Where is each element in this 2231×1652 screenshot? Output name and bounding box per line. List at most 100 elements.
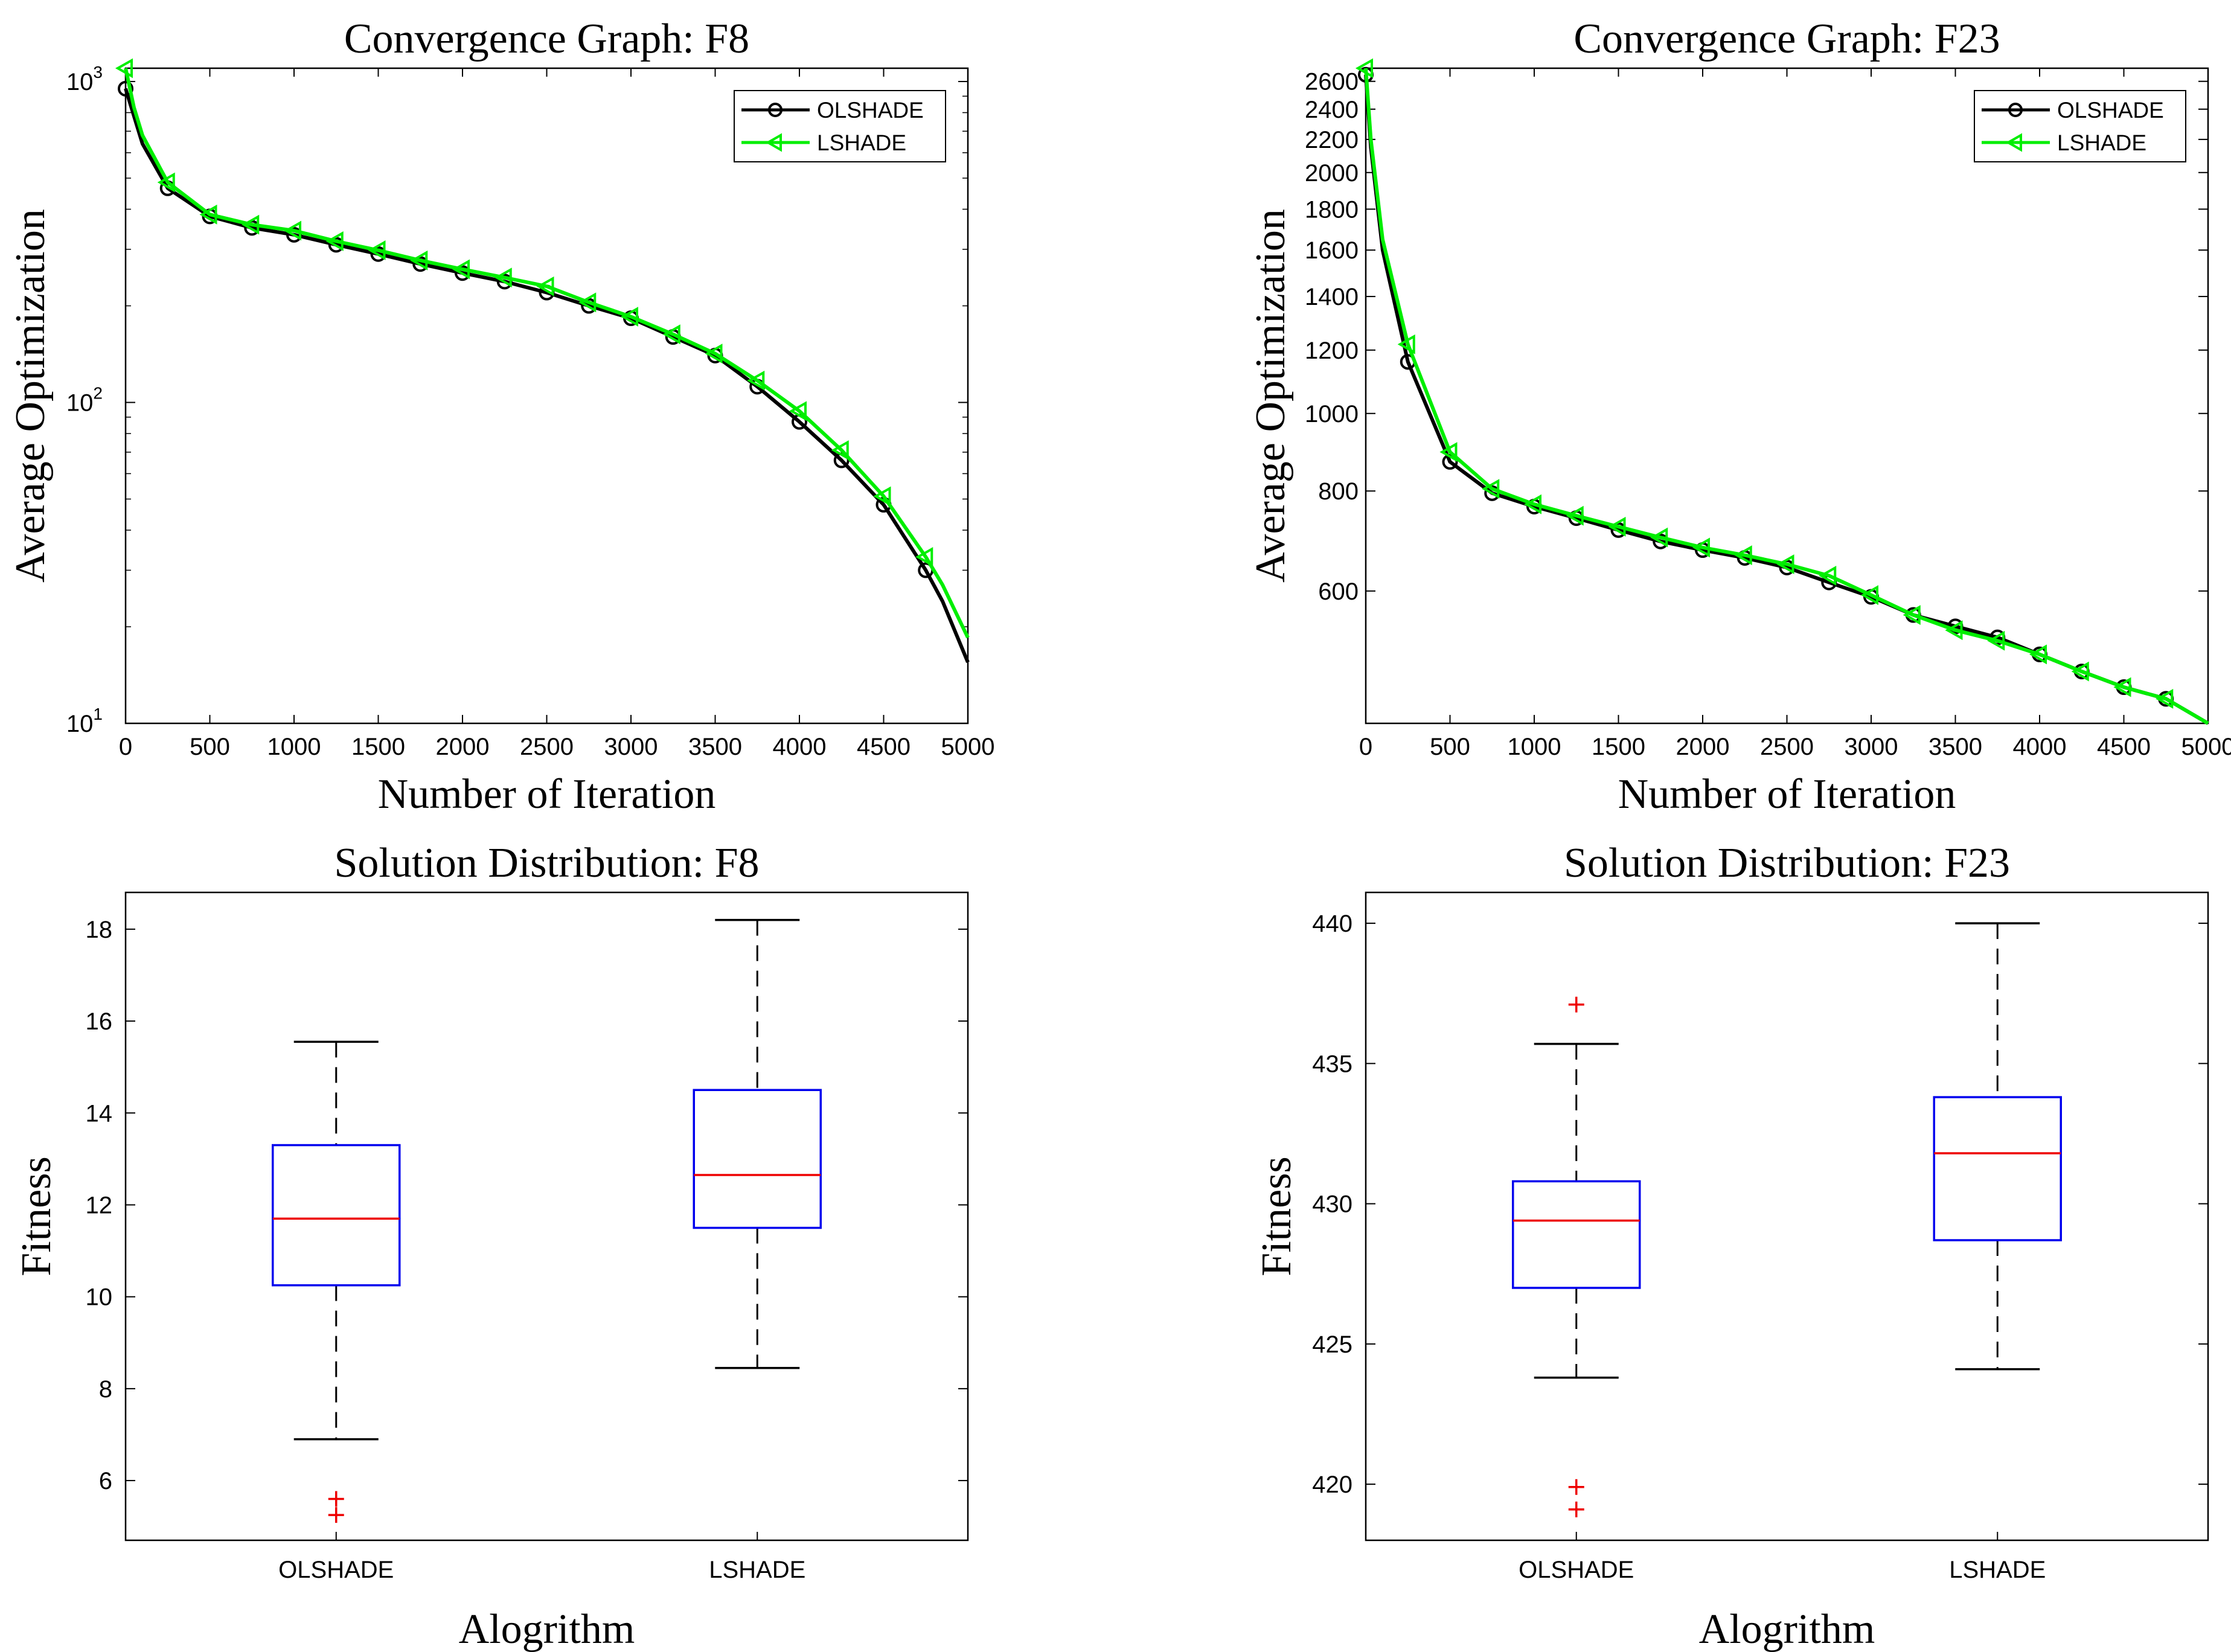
x-axis-label: Alogrithm (1699, 1606, 1875, 1652)
marker-lshade (873, 486, 891, 507)
y-tick-base: 10 (66, 711, 94, 737)
y-tick-label: 425 (1312, 1331, 1352, 1358)
y-tick-label: 2400 (1305, 97, 1359, 123)
y-tick-label: 600 (1318, 578, 1359, 605)
outlier-marker (328, 1491, 344, 1507)
y-tick-base: 10 (66, 390, 94, 417)
x-tick-label: 0 (1359, 734, 1372, 760)
chart-title: Convergence Graph: F8 (344, 16, 749, 62)
marker-lshade (115, 58, 133, 78)
x-tick-label: 3500 (1929, 734, 1982, 760)
y-tick-label: 14 (86, 1100, 113, 1127)
marker-lshade (789, 401, 807, 421)
x-tick-label: 3500 (688, 734, 742, 760)
plot-frame (124, 67, 969, 725)
marker-lshade (831, 440, 849, 460)
x-axis-label: Alogrithm (459, 1606, 635, 1652)
y-tick-label: 430 (1312, 1191, 1352, 1218)
legend-box (1974, 90, 2186, 162)
chart-title: Convergence Graph: F23 (1573, 16, 2000, 62)
x-tick-label: 5000 (2181, 734, 2231, 760)
series-line-olshade (124, 88, 970, 663)
x-tick-label: OLSHADE (1519, 1557, 1634, 1583)
y-tick-label: 102 (66, 384, 103, 417)
box-iqr (1512, 1180, 1641, 1289)
x-tick-label: LSHADE (709, 1557, 805, 1583)
y-tick-label: 440 (1312, 911, 1352, 937)
x-tick-label: 4500 (2097, 734, 2151, 760)
legend-label: OLSHADE (817, 98, 924, 123)
marker-lshade (1776, 554, 1794, 574)
marker-lshade (1566, 505, 1584, 526)
marker-lshade (1608, 516, 1626, 537)
marker-lshade (2071, 661, 2089, 682)
y-tick-exponent: 3 (93, 63, 103, 82)
y-axis-label: Fitness (1253, 1156, 1300, 1276)
marker-lshade (662, 324, 680, 345)
chart-box-f8: 6 8 10 12 14 16 18 OLSHADE LSHADE Solution Distri… (13, 840, 969, 1652)
series-line-lshade (1364, 68, 2209, 725)
x-tick-label: 5000 (941, 734, 995, 760)
marker-lshade (283, 220, 301, 241)
legend-marker (2008, 103, 2023, 117)
outlier-marker (1568, 996, 1584, 1013)
x-tick-label: LSHADE (1949, 1557, 2046, 1583)
marker-lshade (494, 267, 512, 288)
marker-lshade (620, 307, 638, 327)
marker-lshade (915, 546, 933, 567)
y-tick-label: 18 (86, 917, 113, 943)
y-tick-label: 2000 (1305, 160, 1359, 187)
marker-lshade (536, 276, 554, 296)
marker-olshade (118, 80, 133, 97)
x-tick-label: 4000 (773, 734, 827, 760)
marker-lshade (368, 240, 386, 260)
x-tick-label: 2000 (1676, 734, 1730, 760)
marker-lshade (1945, 620, 1963, 641)
box-olshade (272, 1040, 401, 1523)
outlier-marker (1568, 1479, 1584, 1495)
legend-label: LSHADE (2057, 130, 2146, 155)
marker-lshade (410, 250, 428, 271)
legend: OLSHADE LSHADE (1974, 90, 2186, 162)
x-tick-label: 4000 (2013, 734, 2067, 760)
y-tick-label: 1000 (1305, 401, 1359, 427)
x-tick-label: 3000 (604, 734, 658, 760)
marker-lshade (1355, 58, 1373, 78)
y-tick-label: 2200 (1305, 127, 1359, 153)
box-iqr (272, 1144, 401, 1287)
y-tick-label: 1600 (1305, 237, 1359, 264)
legend-label: OLSHADE (2057, 98, 2164, 123)
chart-box-f23: 420 425 430 435 440 OLSHADE LSHADE Solution Dis… (1253, 840, 2209, 1652)
x-tick-label: 2000 (436, 734, 490, 760)
x-tick-label: 2500 (1760, 734, 1814, 760)
marker-lshade (452, 259, 470, 280)
y-tick-exponent: 2 (93, 384, 103, 403)
y-axis-label: Average Optimization (7, 209, 54, 583)
y-tick-label: 16 (86, 1008, 113, 1035)
x-axis-label: Number of Iteration (1618, 771, 1956, 818)
y-tick-label: 800 (1318, 478, 1359, 505)
plot-frame (1365, 891, 2209, 1542)
marker-lshade (157, 172, 175, 193)
x-axis-label: Number of Iteration (378, 771, 716, 818)
marker-lshade (1439, 442, 1458, 463)
marker-lshade (2113, 677, 2131, 697)
x-tick-label: 1500 (351, 734, 405, 760)
legend-marker (768, 103, 783, 117)
legend-label: LSHADE (817, 130, 906, 155)
marker-lshade (1482, 479, 1500, 499)
marker-lshade (325, 231, 344, 251)
marker-lshade (705, 344, 723, 363)
y-tick-label: 1400 (1305, 284, 1359, 310)
marker-lshade (1397, 334, 1415, 354)
y-tick-label: 103 (66, 63, 103, 95)
x-tick-label: 1000 (267, 734, 321, 760)
marker-lshade (199, 204, 217, 225)
marker-lshade (1650, 527, 1668, 548)
y-tick-label: 420 (1312, 1471, 1352, 1498)
marker-lshade (1523, 494, 1541, 514)
x-tick-label: 0 (119, 734, 132, 760)
marker-lshade (747, 370, 765, 391)
x-tick-label: 3000 (1845, 734, 1898, 760)
y-tick-label: 6 (99, 1468, 112, 1494)
